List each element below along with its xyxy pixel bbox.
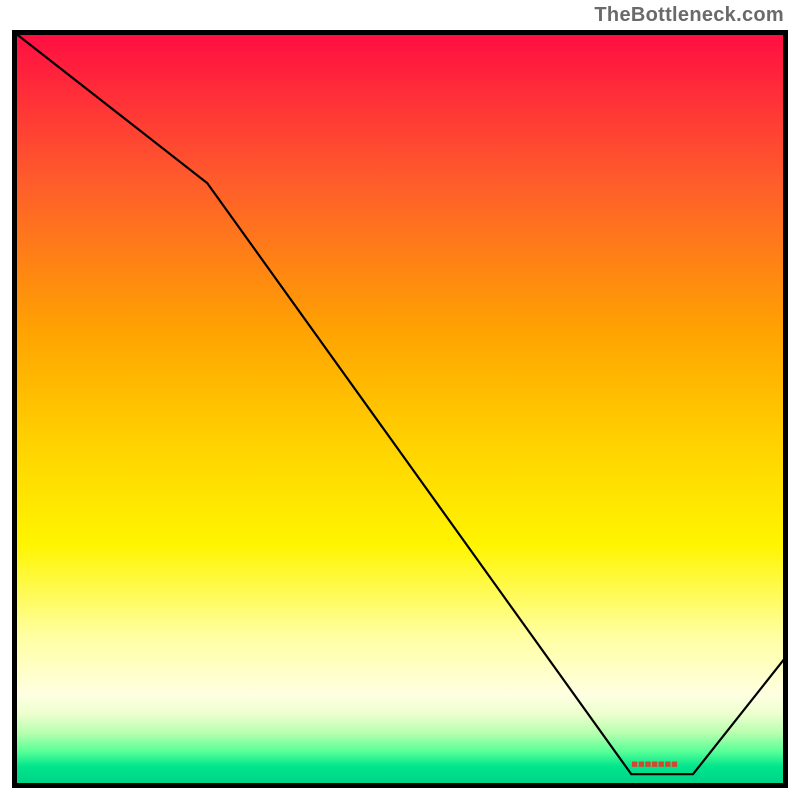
chart-background [15,33,786,786]
optimal-range-marker: ■■■■■■■ [631,759,678,771]
watermark-text: TheBottleneck.com [594,4,784,27]
bottleneck-chart: ■■■■■■■ [0,0,800,800]
